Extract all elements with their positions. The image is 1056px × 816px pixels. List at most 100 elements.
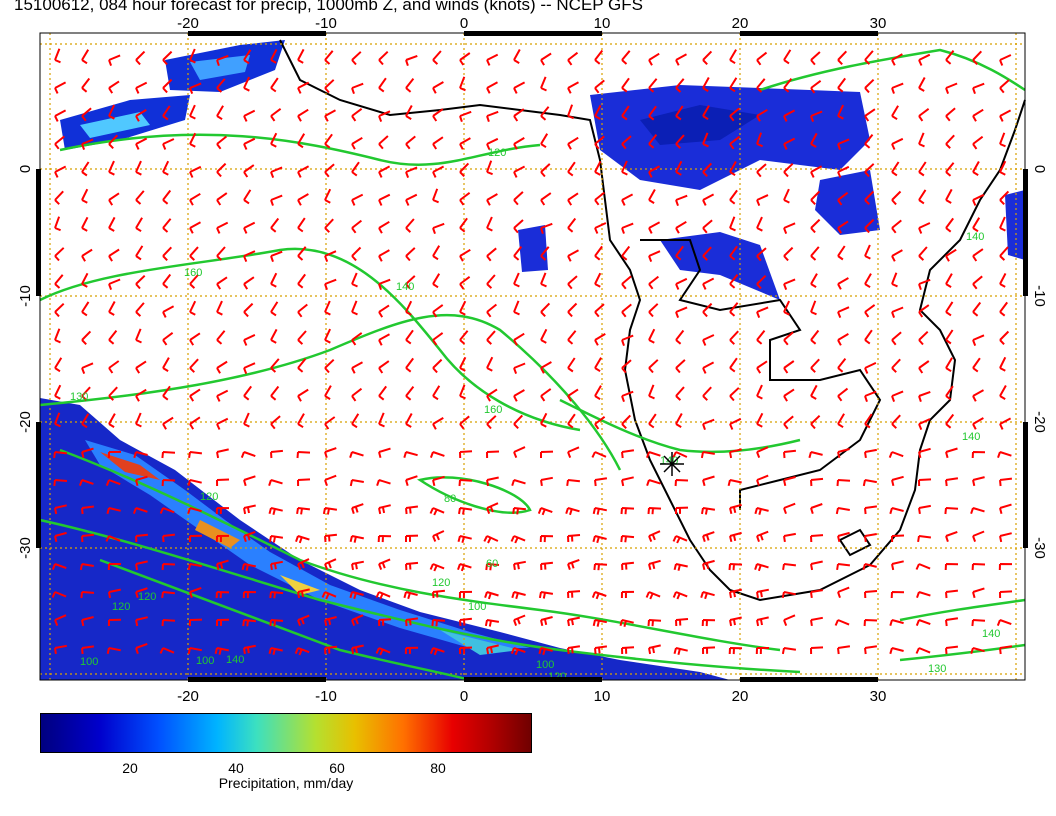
wind-barb [106,507,121,515]
wind-barb [944,563,959,571]
contour-label: 100 [196,655,214,667]
wind-barb [459,450,473,459]
wind-barb [107,450,122,459]
wind-barb [457,563,472,572]
wind-barb [645,591,661,600]
wind-barb [729,503,742,515]
colorbar-tick: 80 [430,760,446,776]
lat-tick-label: -10 [17,285,34,307]
wind-barb [432,332,444,346]
wind-barb [297,246,307,261]
wind-barb [240,451,256,458]
wind-barb [270,108,282,122]
wind-barb [297,108,309,122]
wind-barb [216,417,229,430]
colorbar-label: Precipitation, mm/day [218,775,354,791]
wind-barb [620,507,635,515]
wind-barb [54,504,67,515]
wind-barb [864,329,873,345]
wind-barb [918,304,930,318]
wind-barb [729,531,742,543]
wind-barb [837,77,846,93]
wind-barb [405,135,416,150]
wind-barb [567,275,578,290]
wind-barb [891,105,899,121]
wind-barb [349,535,364,543]
wind-barb [216,192,228,206]
wind-barb [108,134,119,149]
wind-barb [243,302,254,318]
wind-barb [405,300,413,316]
wind-barb [864,273,872,289]
wind-barb [405,77,415,93]
wind-barb [297,217,306,233]
wind-barb [594,357,602,373]
wind-barb [297,558,310,570]
wind-barb [216,448,229,459]
wind-barb [378,77,387,93]
wind-barb [890,591,905,599]
wind-barb [513,332,525,346]
wind-barb [675,220,687,234]
wind-barb [945,49,955,65]
wind-barb [837,357,847,373]
contour-label: 130 [928,663,946,675]
wind-barb [918,246,928,261]
wind-barb [729,330,739,345]
wind-barb [674,479,689,487]
wind-barb [405,475,418,486]
wind-barb [378,360,390,374]
wind-barb [486,644,499,655]
wind-barb [54,165,67,178]
wind-barb [405,561,419,571]
wind-barb [972,161,980,176]
wind-barb [754,563,769,572]
wind-barb [702,50,713,65]
wind-barb [486,216,493,232]
wind-barb [783,532,796,543]
wind-barb [349,479,364,487]
wind-barb [511,591,526,600]
wind-barb [459,646,473,655]
wind-barb [810,51,821,66]
wind-barb [161,591,176,599]
wind-barb [351,108,363,122]
wind-barb [458,479,473,487]
wind-barb [324,358,335,374]
lon-tick-label: 30 [870,688,887,705]
wind-barb [567,302,578,318]
wind-barb [808,451,823,459]
wind-barb [324,133,333,149]
wind-barb [729,387,740,402]
wind-barb [432,589,446,599]
wind-barb [594,49,604,65]
wind-barb [81,362,94,374]
wind-barb [513,614,526,626]
wind-barb [349,451,364,459]
wind-barb [891,331,902,346]
wind-barb [999,272,1007,288]
wind-barb [648,413,657,429]
wind-barb [672,535,688,544]
wind-barb [783,77,793,93]
wind-barb [756,360,768,374]
wind-barb [54,247,65,262]
wind-barb [216,162,227,178]
wind-barb [810,190,821,205]
wind-barb [215,591,230,599]
wind-barb [270,48,278,64]
wind-barb [756,163,767,178]
wind-barb [54,274,64,289]
wind-barb [108,301,116,316]
wind-barb [405,275,416,290]
wind-barb [216,54,229,67]
wind-barb [378,385,387,401]
wind-barb [378,110,391,122]
wind-barb [729,107,740,122]
wind-barb [405,166,418,178]
contour-label: 120 [200,491,218,503]
wind-barb [837,277,849,290]
wind-barb [324,385,332,400]
wind-barb [378,618,392,627]
wind-barb [972,82,985,95]
